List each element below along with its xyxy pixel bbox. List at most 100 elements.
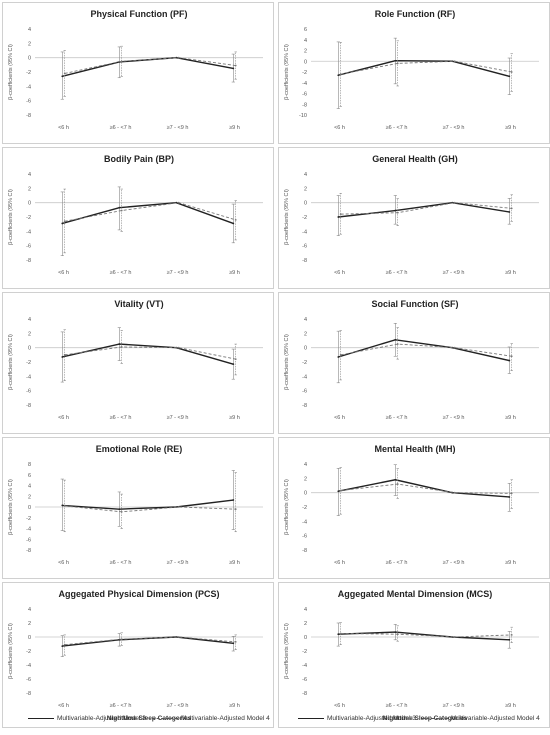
chart-panel-pcs: Aggegated Physical Dimension (PCS) -8 -6 -4… bbox=[2, 582, 274, 728]
series-line-model3 bbox=[338, 60, 510, 77]
y-tick-label: 4 bbox=[304, 462, 307, 468]
x-tick-label: ≥7 - <9 h bbox=[167, 270, 189, 276]
y-axis-label: β-coefficients (95% CI) bbox=[284, 44, 290, 100]
y-tick-label: -8 bbox=[26, 403, 31, 409]
x-tick-label: ≥6 - <7 h bbox=[110, 560, 132, 566]
error-bar bbox=[510, 479, 513, 509]
error-bar bbox=[234, 200, 237, 241]
chart-title: Emotional Role (RE) bbox=[96, 444, 183, 454]
data-point bbox=[118, 508, 121, 511]
y-tick-label: 8 bbox=[28, 462, 31, 468]
y-tick-label: -8 bbox=[302, 691, 307, 697]
x-tick-label: ≥9 h bbox=[229, 415, 240, 421]
data-point bbox=[337, 74, 340, 77]
legend-label-model3: Multivariable-Adjusted Model 3 bbox=[57, 715, 146, 722]
series-line-model4 bbox=[64, 636, 236, 646]
x-tick-label: <6 h bbox=[58, 415, 69, 421]
chart-panel-sf: Social Function (SF) -8 -6 -4 -2 0 2 4 β-coeffic… bbox=[278, 292, 550, 434]
legend-label-model4: Multivariable-Adjusted Model 4 bbox=[450, 715, 540, 722]
series-line-model4 bbox=[64, 202, 236, 222]
y-tick-label: -2 bbox=[26, 516, 31, 522]
data-point bbox=[63, 353, 66, 356]
data-point bbox=[396, 62, 399, 65]
x-tick-label: ≥7 - <9 h bbox=[443, 415, 465, 421]
error-bar bbox=[339, 42, 342, 107]
y-axis-label: β-coefficients (95% CI) bbox=[284, 479, 290, 535]
data-point bbox=[177, 346, 180, 349]
error-bar bbox=[63, 188, 66, 254]
y-tick-label: -4 bbox=[26, 663, 31, 669]
series-line-model3 bbox=[338, 201, 510, 218]
data-point bbox=[177, 506, 180, 508]
y-tick-label: 0 bbox=[304, 59, 307, 65]
data-point bbox=[394, 338, 397, 341]
x-tick-label: <6 h bbox=[58, 125, 69, 131]
data-point bbox=[61, 75, 64, 78]
y-tick-label: 0 bbox=[28, 505, 31, 511]
x-tick-label: ≥7 - <9 h bbox=[167, 560, 189, 566]
chart-title: Vitality (VT) bbox=[114, 299, 163, 309]
series-line-model3 bbox=[338, 479, 510, 498]
y-tick-label: -2 bbox=[302, 70, 307, 76]
y-tick-label: 2 bbox=[28, 331, 31, 337]
chart-title: Aggegated Mental Dimension (MCS) bbox=[338, 589, 493, 599]
series-line-model3 bbox=[62, 499, 234, 510]
y-tick-label: -4 bbox=[302, 374, 307, 380]
y-tick-label: -8 bbox=[302, 102, 307, 108]
x-tick-label: ≥7 - <9 h bbox=[167, 125, 189, 131]
error-bar bbox=[234, 472, 237, 533]
error-bar bbox=[336, 195, 340, 236]
y-axis-label: β-coefficients (95% CI) bbox=[8, 334, 14, 390]
data-point bbox=[337, 490, 340, 493]
chart-svg: Physical Function (PF) -8 -6 -4 -2 0 2 4 β-coeff… bbox=[8, 9, 263, 131]
data-point bbox=[177, 56, 180, 59]
x-tick-label: ≥6 - <7 h bbox=[110, 703, 132, 709]
legend-label-model3: Multivariable-Adjusted Model 3 bbox=[327, 715, 416, 722]
y-tick-label: 2 bbox=[28, 494, 31, 500]
data-point bbox=[453, 60, 456, 63]
y-tick-label: 2 bbox=[28, 186, 31, 192]
x-tick-label: ≥7 - <9 h bbox=[167, 703, 189, 709]
y-tick-label: -4 bbox=[302, 229, 307, 235]
x-tick-label: ≥9 h bbox=[229, 703, 240, 709]
data-point bbox=[396, 483, 399, 485]
legend-swatch-model4 bbox=[151, 718, 178, 719]
chart-svg: Emotional Role (RE) -8 -6 -4 -2 0 2 4 6 8 β-coeffi… bbox=[8, 444, 263, 566]
chart-title: Mental Health (MH) bbox=[375, 444, 456, 454]
y-tick-label: -4 bbox=[26, 84, 31, 90]
y-tick-label: -6 bbox=[26, 244, 31, 250]
y-tick-label: 0 bbox=[304, 201, 307, 207]
series-line-model4 bbox=[340, 483, 512, 494]
y-tick-label: 4 bbox=[28, 484, 31, 490]
x-tick-label: ≥7 - <9 h bbox=[443, 703, 465, 709]
data-point bbox=[234, 218, 237, 221]
y-tick-label: -2 bbox=[302, 649, 307, 655]
x-tick-label: ≥7 - <9 h bbox=[443, 270, 465, 276]
x-tick-label: ≥9 h bbox=[505, 560, 516, 566]
data-point bbox=[232, 642, 235, 645]
x-tick-label: ≥6 - <7 h bbox=[386, 270, 408, 276]
chart-panel-pf: Physical Function (PF) -8 -6 -4 -2 0 2 4 β-coeff… bbox=[2, 2, 274, 144]
x-tick-label: ≥6 - <7 h bbox=[110, 415, 132, 421]
series-line-model4 bbox=[340, 343, 512, 357]
y-tick-label: 4 bbox=[304, 607, 307, 613]
data-point bbox=[120, 510, 123, 513]
y-tick-label: 2 bbox=[304, 621, 307, 627]
data-point bbox=[396, 633, 399, 636]
data-point bbox=[339, 73, 342, 76]
series-line-model4 bbox=[340, 633, 512, 638]
y-tick-label: -2 bbox=[26, 70, 31, 76]
x-tick-label: ≥6 - <7 h bbox=[386, 415, 408, 421]
series-line-model3 bbox=[62, 343, 234, 365]
legend-swatch-model4 bbox=[421, 718, 448, 719]
series-line-model4 bbox=[340, 60, 512, 75]
y-tick-label: 2 bbox=[304, 476, 307, 482]
y-tick-label: -8 bbox=[26, 548, 31, 554]
data-point bbox=[232, 222, 235, 225]
series-line-model4 bbox=[64, 505, 236, 513]
chart-title: Role Function (RF) bbox=[375, 9, 456, 19]
chart-title: Physical Function (PF) bbox=[90, 9, 187, 19]
x-tick-label: <6 h bbox=[334, 560, 345, 566]
y-tick-label: -2 bbox=[26, 649, 31, 655]
chart-panel-bp: Bodily Pain (BP) -8 -6 -4 -2 0 2 4 β-coefficient… bbox=[2, 147, 274, 289]
